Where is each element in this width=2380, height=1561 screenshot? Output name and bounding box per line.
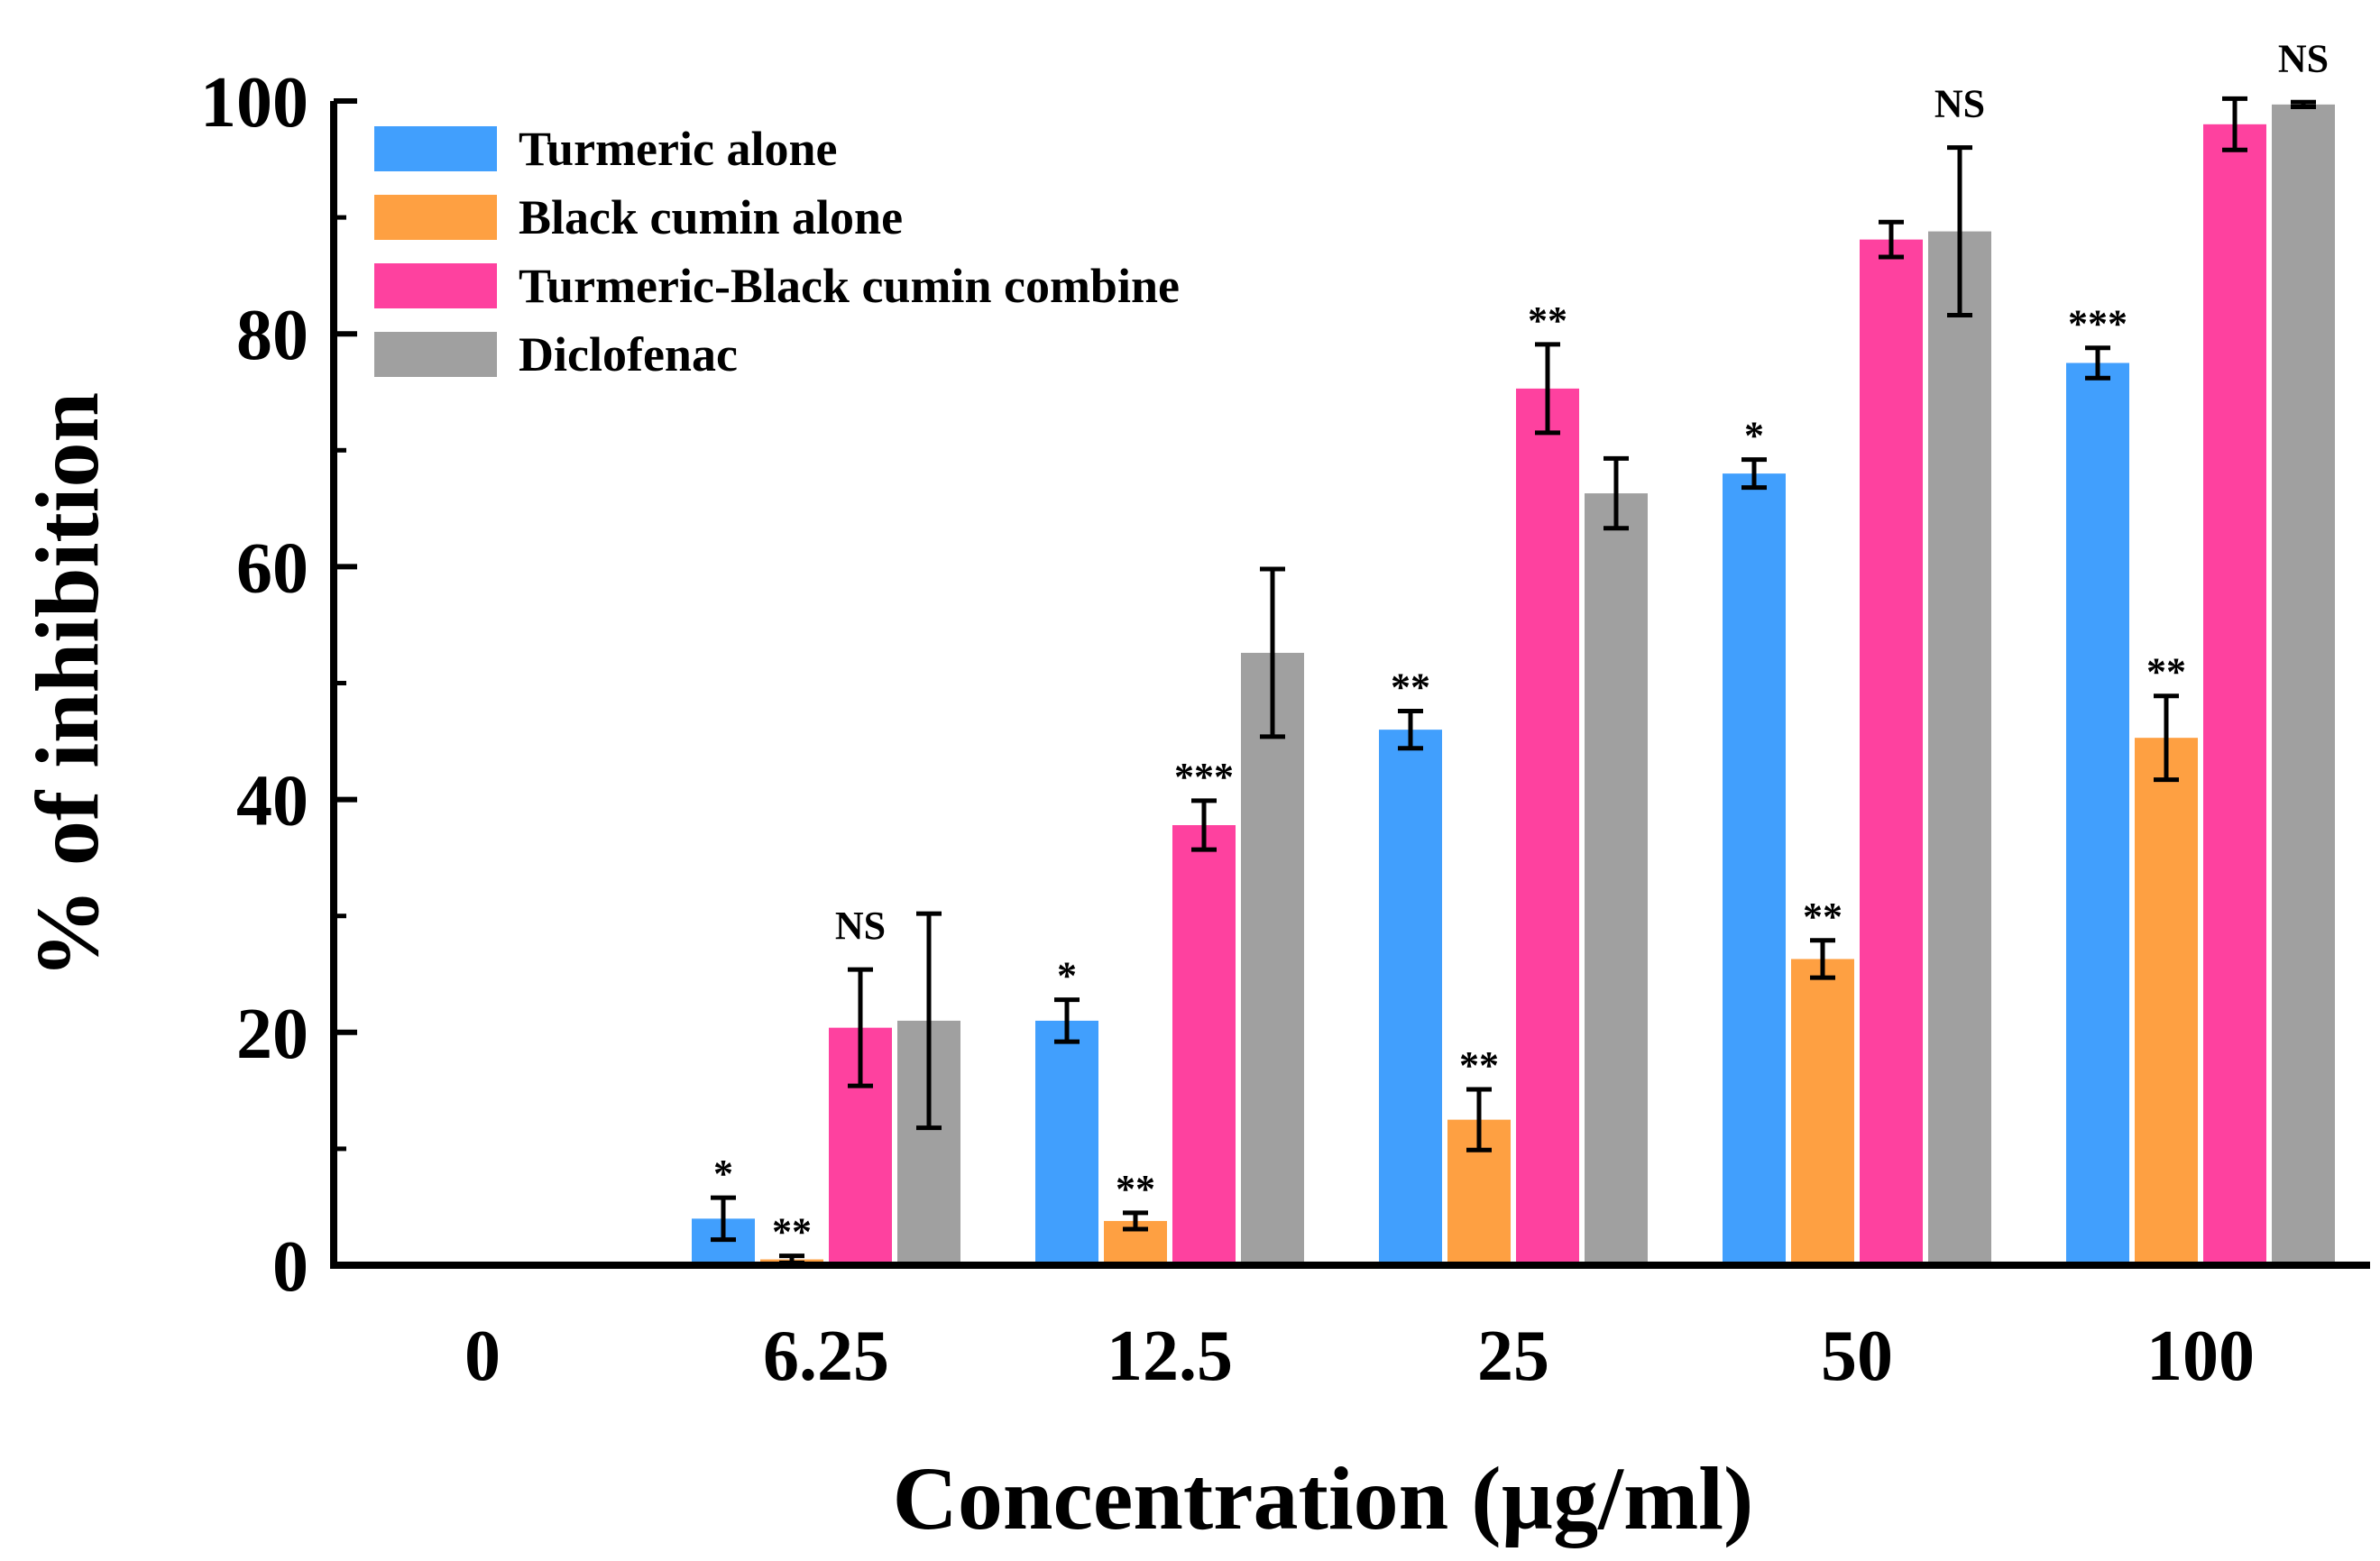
y-ticks: 0 20 40 60 80 100 [200, 63, 357, 1307]
significance-stars: ** [1528, 298, 1567, 343]
y-axis-title: % of inhibition [17, 392, 117, 978]
bar [1172, 825, 1236, 1262]
bar [1928, 231, 1991, 1262]
x-tick-label: 100 [2146, 1317, 2255, 1396]
bar [2135, 738, 2198, 1262]
bar [1516, 388, 1579, 1262]
bar [1860, 239, 1923, 1262]
x-tick-label: 0 [464, 1317, 501, 1396]
legend-label: Turmeric-Black cumin combine [519, 259, 1180, 313]
significance-stars: ** [1116, 1167, 1155, 1211]
bar [1241, 652, 1304, 1262]
significance-stars: * [1744, 414, 1764, 458]
y-tick-label: 40 [236, 762, 308, 841]
significance-stars: *** [1174, 755, 1234, 799]
x-tick-label: 25 [1477, 1317, 1549, 1396]
y-tick-label: 60 [236, 528, 308, 608]
legend-label: Black cumin alone [519, 190, 903, 244]
bar [1379, 730, 1442, 1262]
x-axis-title: Concentration (µg/ml) [893, 1448, 1754, 1548]
significance-stars: ** [1803, 895, 1842, 939]
significance-ns: NS [1934, 82, 1985, 126]
legend-label: Diclofenac [519, 327, 738, 381]
error-bars [711, 96, 2316, 1265]
bar [2066, 363, 2129, 1263]
significance-stars: *** [2068, 302, 2127, 346]
significance-stars: ** [1459, 1043, 1499, 1088]
y-tick-label: 0 [272, 1227, 308, 1307]
x-tick-label: 12.5 [1107, 1317, 1233, 1396]
significance-ns: NS [835, 904, 886, 948]
bar [1035, 1020, 1098, 1262]
legend-swatch [374, 195, 497, 240]
x-tick-label: 6.25 [763, 1317, 889, 1396]
y-tick-label: 20 [236, 995, 308, 1074]
significance-stars: * [1057, 954, 1077, 998]
y-tick-label: 100 [200, 63, 308, 142]
legend-swatch [374, 332, 497, 377]
bar [1723, 473, 1786, 1262]
legend-swatch [374, 126, 497, 171]
significance-stars: ** [2146, 650, 2186, 694]
bar [2272, 104, 2335, 1262]
legend: Turmeric alone Black cumin alone Turmeric-… [374, 122, 1180, 381]
bar [2203, 124, 2266, 1262]
significance-stars: ** [772, 1210, 812, 1254]
legend-label: Turmeric alone [519, 122, 837, 176]
bar [1585, 493, 1648, 1262]
bar [1791, 959, 1854, 1262]
significance-stars: ** [1391, 665, 1430, 709]
significance-stars: * [713, 1152, 733, 1196]
significance-ns: NS [2278, 36, 2329, 80]
x-ticks: 0 6.25 12.5 25 50 100 [464, 1317, 2255, 1396]
x-tick-label: 50 [1821, 1317, 1893, 1396]
legend-swatch [374, 263, 497, 308]
y-tick-label: 80 [236, 296, 308, 375]
